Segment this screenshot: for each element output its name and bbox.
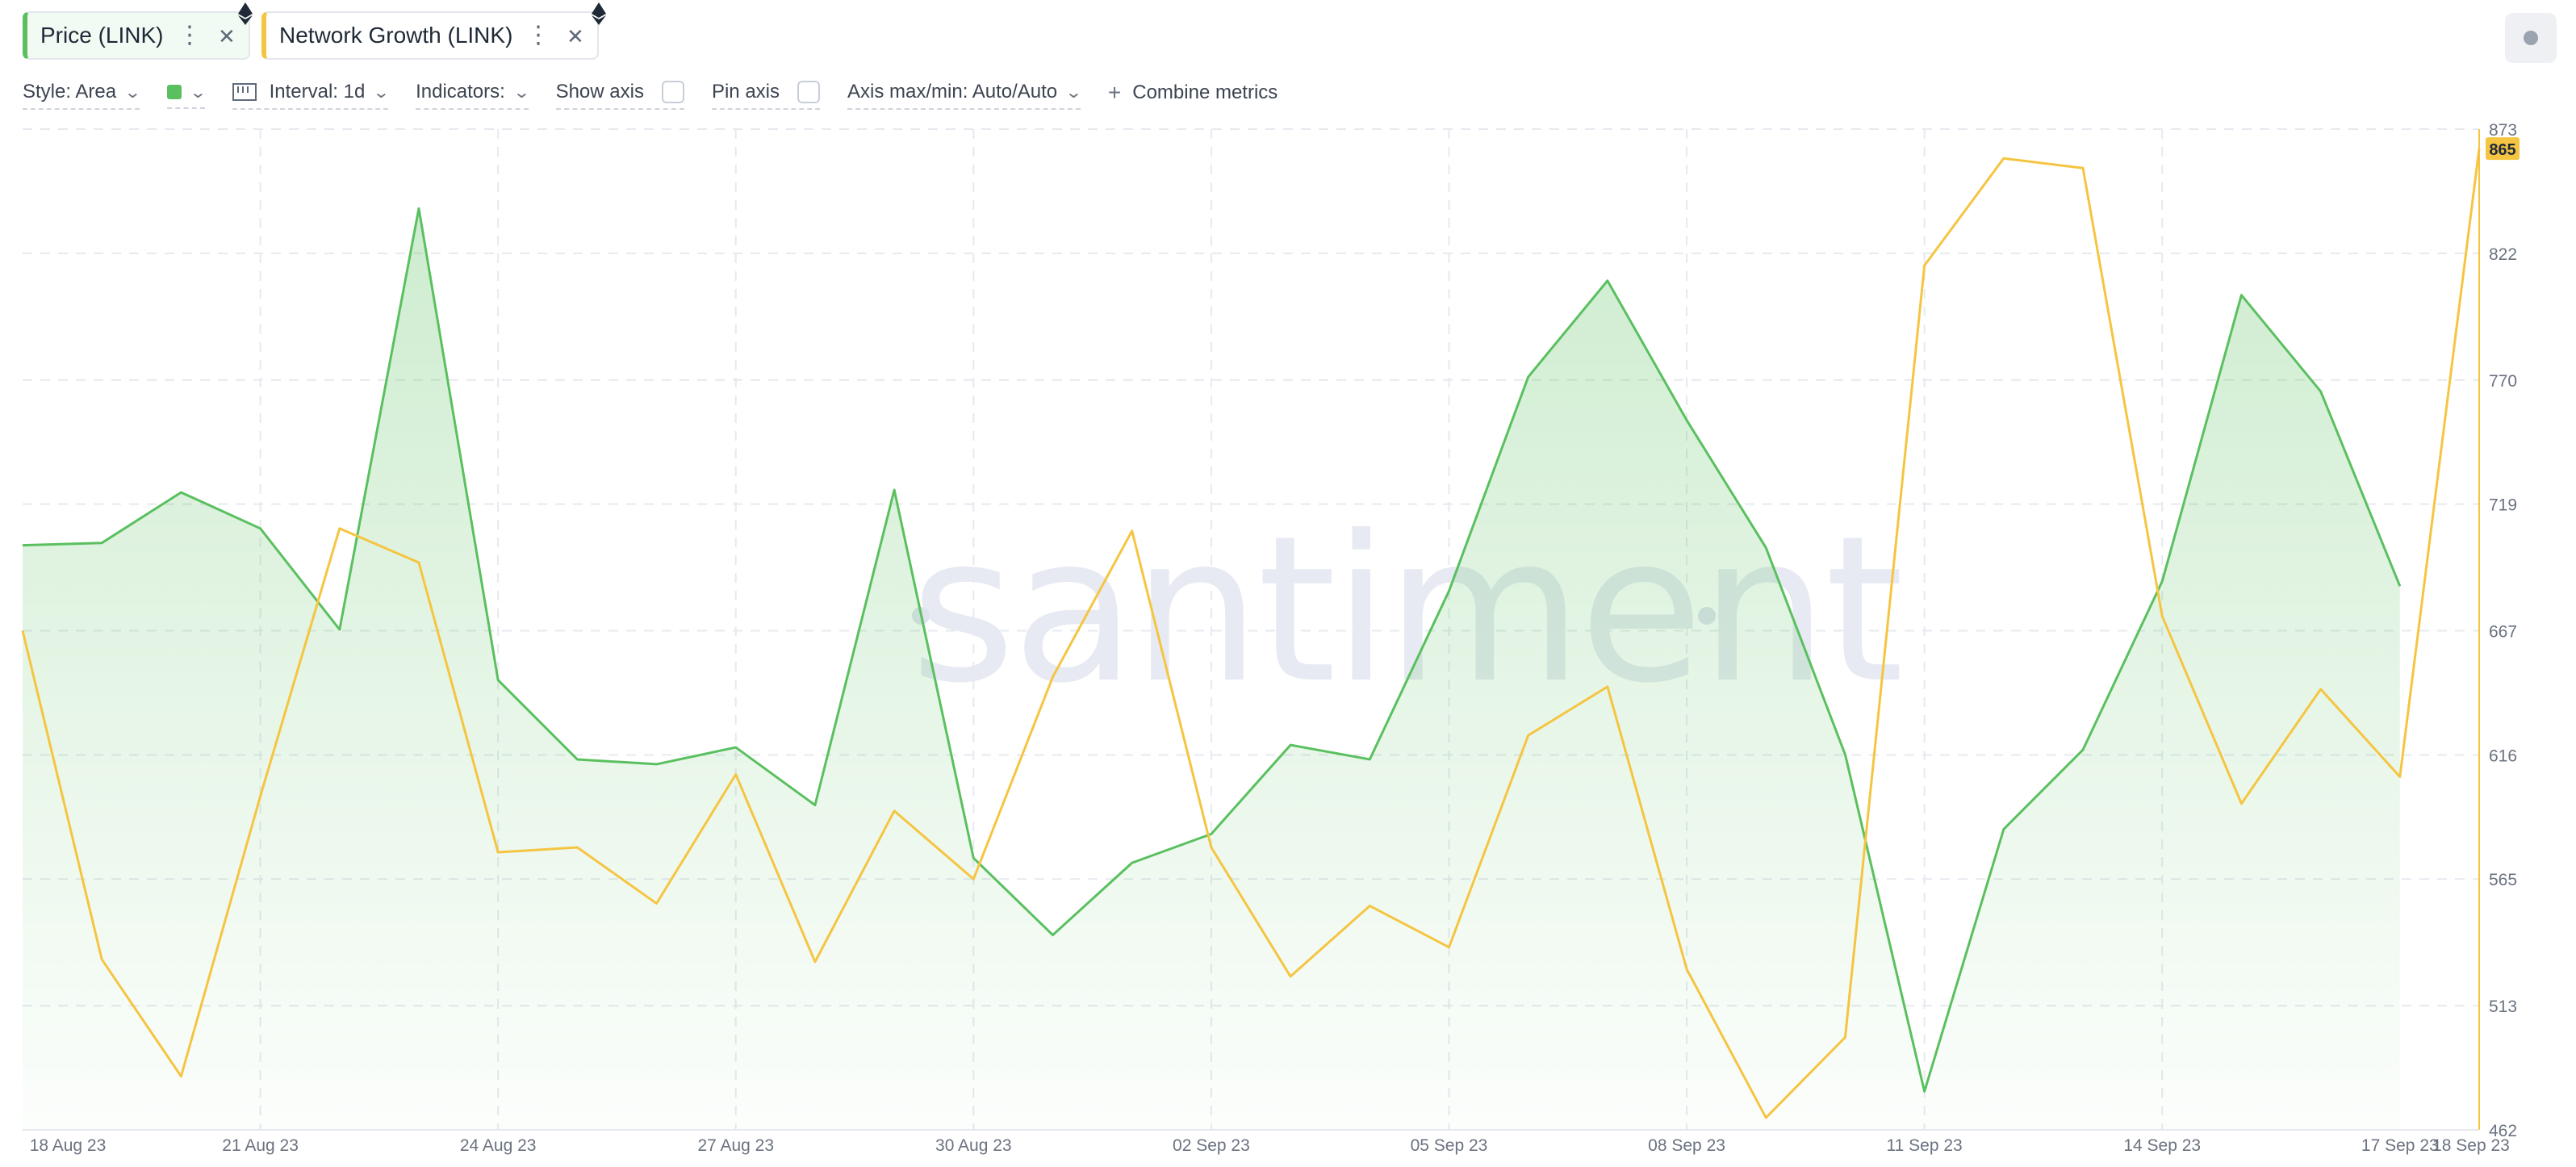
y-tick-label: 565: [2489, 871, 2517, 889]
x-tick-label: 11 Sep 23: [1887, 1136, 1963, 1155]
y-tick-label: 822: [2489, 245, 2517, 264]
axis-maxmin-dropdown[interactable]: Axis max/min: Auto/Auto ⌄: [847, 81, 1083, 110]
metric-chip-network-growth[interactable]: Network Growth (LINK) ⋮ ✕: [261, 11, 599, 60]
show-axis-checkbox[interactable]: [661, 81, 684, 103]
last-value-label: 865: [2489, 141, 2515, 159]
combine-metrics-label: Combine metrics: [1132, 82, 1278, 103]
show-axis-label: Show axis: [555, 81, 644, 102]
price-area: [23, 208, 2400, 1131]
indicators-dropdown[interactable]: Indicators: ⌄: [416, 81, 531, 110]
color-picker[interactable]: ⌄: [166, 82, 207, 109]
ruler-icon: [232, 83, 257, 101]
interval-label: Interval: 1d: [269, 81, 366, 102]
metric-label: Price (LINK): [40, 23, 164, 48]
axis-maxmin-label: Axis max/min: Auto/Auto: [847, 81, 1058, 102]
ethereum-icon: [238, 2, 253, 25]
x-tick-label: 18 Aug 23: [30, 1136, 107, 1155]
y-tick-label: 513: [2489, 998, 2517, 1016]
ethereum-icon: [592, 2, 606, 25]
chevron-down-icon: ⌄: [512, 83, 531, 102]
y-tick-label: 616: [2489, 747, 2517, 765]
plus-icon: +: [1107, 80, 1122, 105]
x-tick-label: 08 Sep 23: [1648, 1136, 1725, 1155]
style-label: Style: Area: [23, 81, 117, 102]
last-value-badge: [2486, 137, 2520, 161]
x-tick-label: 21 Aug 23: [222, 1136, 299, 1155]
x-tick-label: 02 Sep 23: [1173, 1136, 1250, 1155]
y-tick-label: 719: [2489, 496, 2517, 515]
combine-metrics-button[interactable]: + Combine metrics: [1108, 80, 1278, 111]
metric-chip-price[interactable]: Price (LINK) ⋮ ✕: [23, 11, 250, 60]
chevron-down-icon: ⌄: [1064, 83, 1083, 102]
x-tick-label: 24 Aug 23: [460, 1136, 537, 1155]
kebab-icon[interactable]: ⋮: [526, 22, 550, 48]
chevron-down-icon: ⌄: [123, 83, 142, 102]
x-tick-label: 27 Aug 23: [697, 1136, 774, 1155]
chevron-down-icon: ⌄: [372, 83, 391, 102]
y-tick-label: 770: [2489, 372, 2517, 391]
x-tick-label: 05 Sep 23: [1411, 1136, 1488, 1155]
style-dropdown[interactable]: Style: Area ⌄: [23, 81, 142, 110]
x-tick-label: 14 Sep 23: [2123, 1136, 2201, 1155]
pin-axis-checkbox[interactable]: [797, 81, 821, 103]
y-tick-label: 462: [2489, 1122, 2517, 1140]
chart-toolbar: Style: Area ⌄ ⌄ Interval: 1d ⌄ Indicator…: [23, 79, 1305, 111]
chevron-down-icon: ⌄: [189, 83, 207, 102]
x-tick-label: 17 Sep 23: [2361, 1136, 2439, 1155]
close-icon[interactable]: ✕: [567, 24, 584, 48]
pin-axis-toggle[interactable]: Pin axis: [711, 81, 821, 110]
kebab-icon[interactable]: ⋮: [178, 22, 202, 48]
axes: 873 822 770 719 667 616 565 513 462 18 Aug 23 21 A…: [23, 121, 2520, 1155]
indicators-label: Indicators:: [416, 81, 505, 102]
x-tick-label: 30 Aug 23: [935, 1136, 1012, 1155]
y-tick-label: 667: [2489, 623, 2517, 642]
y-tick-label: 873: [2489, 121, 2517, 140]
show-axis-toggle[interactable]: Show axis: [555, 81, 684, 110]
close-icon[interactable]: ✕: [218, 24, 236, 48]
record-icon: [2524, 31, 2538, 45]
record-button[interactable]: [2505, 13, 2557, 63]
pin-axis-label: Pin axis: [711, 81, 780, 102]
color-swatch: [166, 85, 182, 99]
x-tick-label: 18 Sep 23: [2432, 1136, 2510, 1155]
interval-dropdown[interactable]: Interval: 1d ⌄: [232, 81, 391, 110]
series-layer: [21, 148, 2481, 1131]
network-growth-line: [21, 148, 2481, 1119]
metric-label: Network Growth (LINK): [279, 23, 513, 48]
